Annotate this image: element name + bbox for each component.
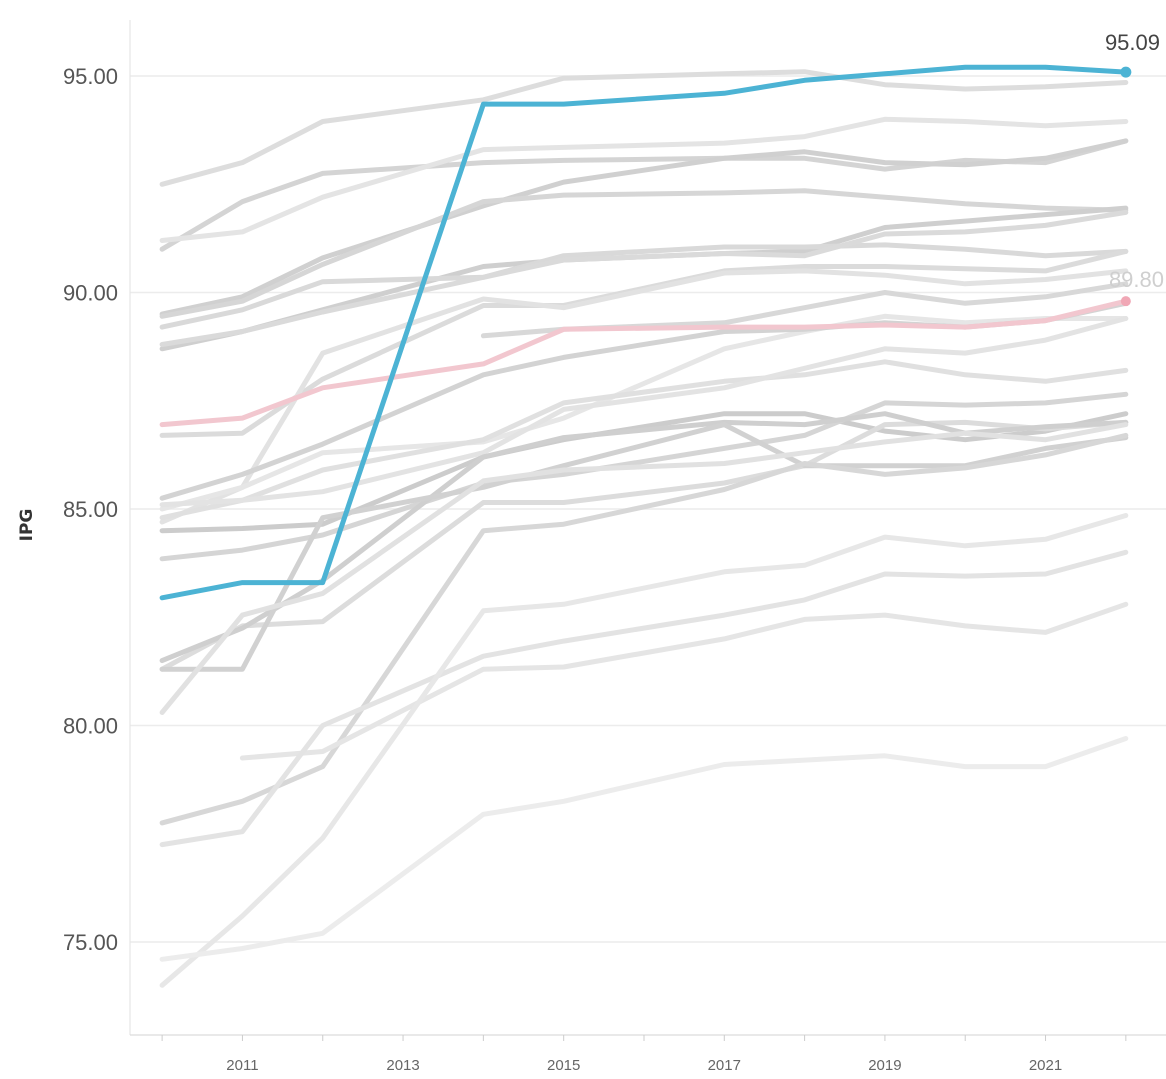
secondary-end-point bbox=[1120, 296, 1131, 307]
axes: 75.00 80.00 85.00 90.00 95.00 2011 2013 2015 201… bbox=[63, 20, 1166, 1074]
secondary-end-label: 89.80 bbox=[1109, 267, 1164, 292]
x-tick-label: 2019 bbox=[868, 1057, 901, 1074]
x-tick-label: 2011 bbox=[226, 1057, 258, 1074]
background-series-line bbox=[159, 316, 1129, 508]
background-series bbox=[159, 69, 1129, 988]
y-tick-label: 95.00 bbox=[63, 64, 118, 89]
x-tick-label: 2013 bbox=[386, 1057, 419, 1074]
background-series-line bbox=[159, 188, 1129, 319]
x-tick-label: 2021 bbox=[1029, 1057, 1062, 1074]
x-tick-label: 2015 bbox=[547, 1057, 580, 1074]
background-series-line bbox=[159, 138, 1129, 317]
y-tick-label: 90.00 bbox=[63, 281, 118, 306]
background-series-line bbox=[159, 432, 1129, 826]
y-tick-label: 85.00 bbox=[63, 497, 118, 522]
y-axis-title: IPG bbox=[17, 509, 37, 542]
background-series-line bbox=[159, 359, 1129, 521]
background-series-line bbox=[159, 209, 1129, 347]
highlight-end-point bbox=[1120, 66, 1132, 78]
highlight-end-label: 95.09 bbox=[1105, 30, 1160, 55]
background-series-line bbox=[159, 391, 1129, 562]
background-series-line bbox=[159, 513, 1129, 988]
secondary-series-line bbox=[159, 298, 1129, 428]
background-series-line bbox=[159, 422, 1129, 672]
labels: 89.80 95.09 bbox=[1105, 30, 1164, 292]
background-series-line bbox=[159, 549, 1129, 848]
background-series-line bbox=[159, 242, 1129, 330]
background-series-line bbox=[159, 419, 1129, 672]
background-series-line bbox=[159, 736, 1129, 962]
highlighted-series bbox=[159, 64, 1132, 601]
background-series-line bbox=[159, 422, 1129, 715]
background-series-line bbox=[159, 116, 1129, 243]
y-tick-label: 75.00 bbox=[63, 930, 118, 955]
y-tick-label: 80.00 bbox=[63, 714, 118, 739]
background-series-line bbox=[159, 69, 1129, 187]
highlight-series-line bbox=[159, 64, 1129, 601]
background-series-line bbox=[239, 601, 1129, 761]
background-series-line bbox=[159, 313, 1129, 512]
x-tick-label: 2017 bbox=[708, 1057, 741, 1074]
